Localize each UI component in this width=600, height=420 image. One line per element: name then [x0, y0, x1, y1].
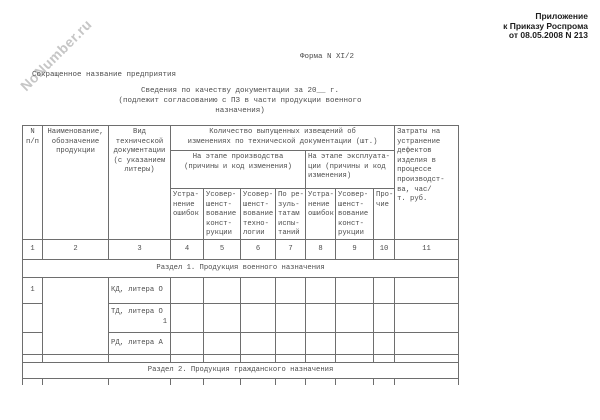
col-number: 5: [203, 238, 241, 260]
quality-report-table: N п/п Наименование, обозначение продукци…: [21, 125, 460, 386]
value-cell: [335, 302, 374, 333]
row-number-cell: [22, 331, 43, 355]
column-numbers-row: 1 2 3 4 5 6 7 8 9 10 11: [22, 238, 460, 260]
table-row: 1 КД, литера О: [22, 276, 460, 355]
cutoff-row: [22, 377, 460, 386]
value-cell: [372, 302, 396, 333]
product-name-cell: [42, 276, 109, 355]
col-header-product-name: Наименование, обозначение продукции: [42, 125, 109, 240]
value-cell: [275, 331, 306, 355]
col-number: 11: [394, 238, 460, 260]
value-cell: [240, 331, 276, 355]
value-cell: [240, 276, 276, 304]
doc-type-cell: ТД, литера О 1: [108, 302, 171, 333]
company-name-label: Сокращенное название предприятия: [32, 71, 177, 79]
col-header-row-number: N п/п: [22, 125, 43, 240]
col-header-defect-costs: Затраты на устранение дефектов изделия в…: [394, 125, 460, 240]
group-header-change-notices: Количество выпущенных извещений об измен…: [169, 125, 396, 151]
document-title: Сведения по качеству документации за 20_…: [118, 87, 362, 115]
header-row-3: Устра- нение ошибок Усовер- шенст- вован…: [23, 188, 459, 240]
value-cell: [170, 331, 204, 355]
col-number: 2: [42, 238, 109, 260]
col-header-doc-type: Вид технической документации (с указание…: [108, 125, 171, 240]
value-cell: [275, 276, 306, 304]
section-1-title: Раздел 1. Продукция военного назначения: [21, 258, 460, 278]
col-number: 6: [240, 238, 276, 260]
value-cell: [203, 331, 241, 355]
section-1-row: Раздел 1. Продукция военного назначения: [21, 258, 460, 278]
value-cell: [335, 276, 374, 304]
col-number: 8: [305, 238, 336, 260]
value-cell: [394, 276, 460, 304]
subcol-error-fix-operation: Устра- нение ошибок: [305, 188, 336, 240]
subcol-error-fix-production: Устра- нение ошибок: [170, 188, 204, 240]
doc-type-cell: КД, литера О: [108, 276, 171, 304]
value-cell: [372, 331, 396, 355]
value-cell: [394, 302, 460, 333]
spacer-row: [22, 353, 460, 363]
subcol-tech-improvement-production: Усовер- шенст- вование техно- логии: [240, 188, 276, 240]
subcol-design-improvement-production: Усовер- шенст- вование конст- рукции: [203, 188, 241, 240]
value-cell: [170, 302, 204, 333]
col-number: 9: [335, 238, 374, 260]
value-cell: [305, 331, 336, 355]
appendix-note: Приложение к Приказу Роспрома от 08.05.2…: [503, 11, 588, 40]
subcol-test-results: По ре- зуль- татам испы- таний: [275, 188, 306, 240]
subheader-production-stage: На этапе производства (причины и код изм…: [170, 150, 306, 189]
section-2-title: Раздел 2. Продукция гражданского назначе…: [21, 361, 460, 379]
doc-type-cell: РД, литера А: [108, 331, 171, 355]
subheader-operation-stage: На этапе эксплуата- ции (причины и код и…: [304, 150, 396, 189]
value-cell: [394, 331, 460, 355]
header-row-2: На этапе производства (причины и код изм…: [23, 150, 459, 189]
row-number-cell: [22, 302, 43, 333]
header-row-1: N п/п Наименование, обозначение продукци…: [22, 125, 460, 240]
value-cell: [275, 302, 306, 333]
value-cell: [170, 276, 204, 304]
col-number: 10: [372, 238, 396, 260]
col-number: 4: [170, 238, 204, 260]
value-cell: [203, 276, 241, 304]
value-cell: [372, 276, 396, 304]
subcol-design-improvement-operation: Усовер- шенст- вование конст- рукции: [335, 188, 374, 240]
col-number: 1: [22, 238, 43, 260]
col-number: 7: [275, 238, 306, 260]
value-cell: [305, 276, 336, 304]
col-number: 3: [108, 238, 171, 260]
row-number-cell: 1: [22, 276, 43, 304]
section-2-row: Раздел 2. Продукция гражданского назначе…: [21, 361, 460, 379]
value-cell: [203, 302, 241, 333]
value-cell: [335, 331, 374, 355]
value-cell: [240, 302, 276, 333]
subcol-other: Про- чие: [372, 188, 396, 240]
form-number: Форма N XI/2: [300, 53, 355, 61]
value-cell: [305, 302, 336, 333]
